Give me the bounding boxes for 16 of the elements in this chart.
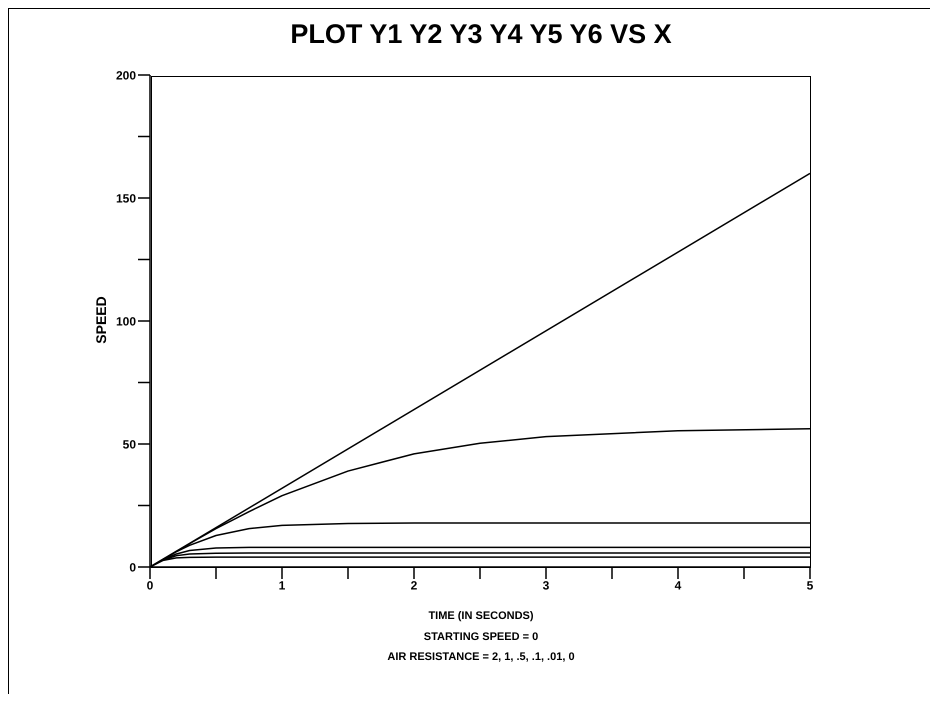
x-tick-label: 2: [410, 578, 418, 593]
x-tick-label: 1: [278, 578, 286, 593]
x-tick-label: 0: [146, 578, 154, 593]
y-tick-label: 150: [116, 191, 136, 206]
y-tick-label: 50: [122, 437, 136, 452]
x-tick-label: 4: [674, 578, 682, 593]
y-tick-label: 100: [116, 314, 136, 328]
y-axis-title: SPEED: [93, 295, 109, 346]
x-axis-title: TIME (IN SECONDS): [427, 610, 535, 622]
y-tick-label: 200: [116, 68, 136, 82]
x-tick-label: 3: [542, 578, 550, 593]
chart-title: PLOT Y1 Y2 Y3 Y4 Y5 Y6 VS X: [289, 19, 673, 50]
text: AIR RESISTANCE = 2, 1, .5, .1, .01, 0: [386, 651, 576, 663]
text: STARTING SPEED = 0: [422, 631, 540, 643]
x-tick-label: 5: [806, 578, 814, 593]
y-tick-label: 0: [129, 560, 136, 574]
